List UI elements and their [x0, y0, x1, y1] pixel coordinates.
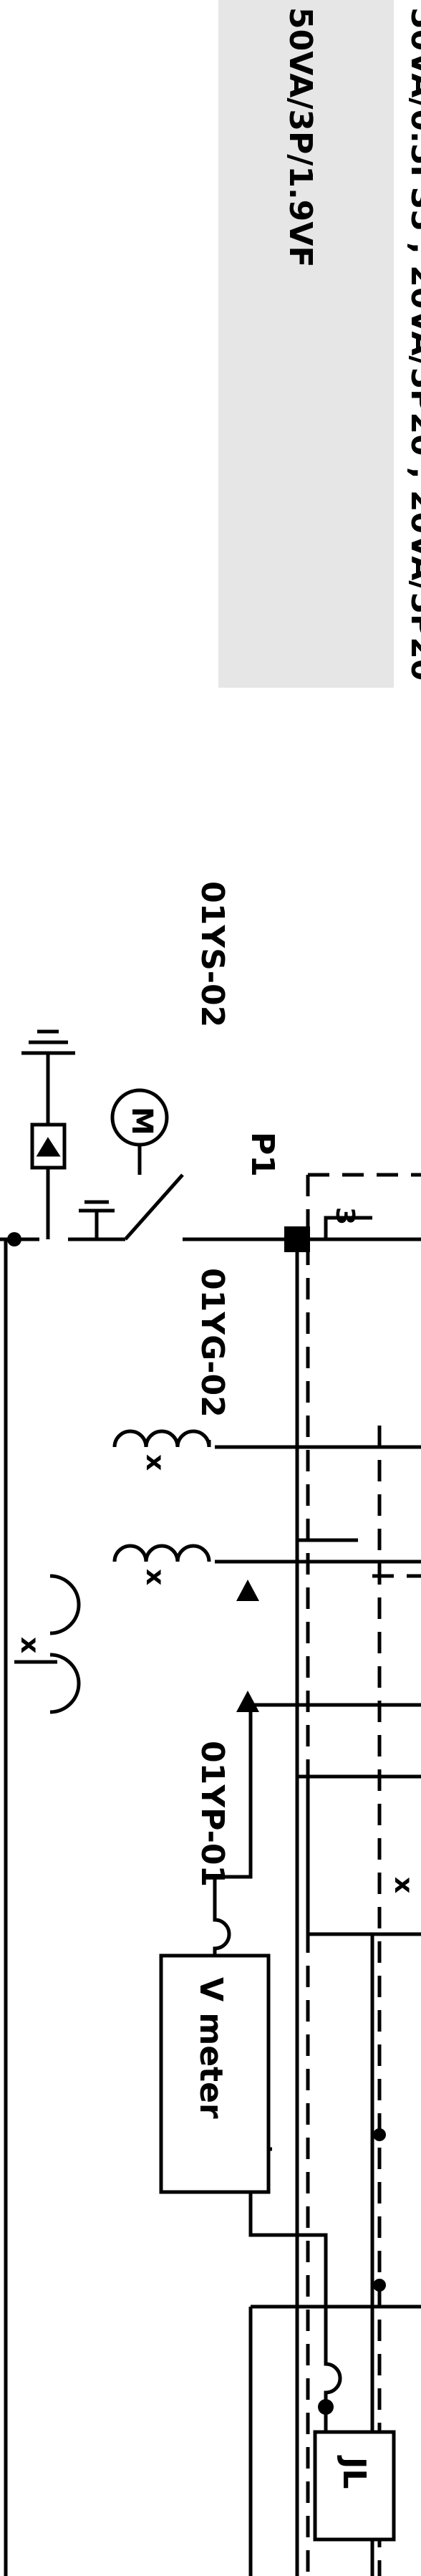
p1-small-mark: 3	[330, 1207, 359, 1225]
vt-mark-x3: x	[140, 1569, 170, 1585]
jl-branch	[248, 2192, 342, 2436]
ratings-box-text: 50VA/3P/1.9VF	[282, 7, 319, 267]
jl-box	[313, 2430, 396, 2542]
vt-mark-x2: x	[140, 1454, 170, 1471]
v-meter-box	[159, 1953, 271, 2194]
jl-label: JL	[336, 2455, 372, 2489]
surge-arrester-symbol	[21, 1029, 75, 1239]
grounding-switch-label: 01YG-02	[194, 1268, 231, 1418]
v-meter-branch	[213, 1705, 253, 1956]
v-meter-label: V meter	[193, 1977, 229, 2119]
p1-terminal-bracket	[324, 1216, 372, 1239]
ratings-top-line: 50VA/0.5FS5 , 20VA/5P20 , 20VA/5P20	[404, 7, 421, 681]
vt-label: 01YP-01	[194, 1741, 231, 1887]
vt-mark-x1: x	[15, 1637, 44, 1653]
surge-arrester-label: 01YS-02	[194, 881, 231, 1027]
ratings-box	[218, 0, 394, 688]
grounding-switch-symbol	[79, 1200, 115, 1239]
vt-triangle-markers	[236, 1580, 259, 1712]
motor-symbol-letter: M	[125, 1107, 158, 1135]
vt-symbol	[14, 1429, 421, 1714]
vt-mark-x4: x	[389, 1877, 418, 1893]
motor-symbol: M	[110, 1088, 169, 1175]
dashed-enclosure	[306, 1173, 421, 2576]
p1-label: P1	[244, 1132, 281, 1177]
